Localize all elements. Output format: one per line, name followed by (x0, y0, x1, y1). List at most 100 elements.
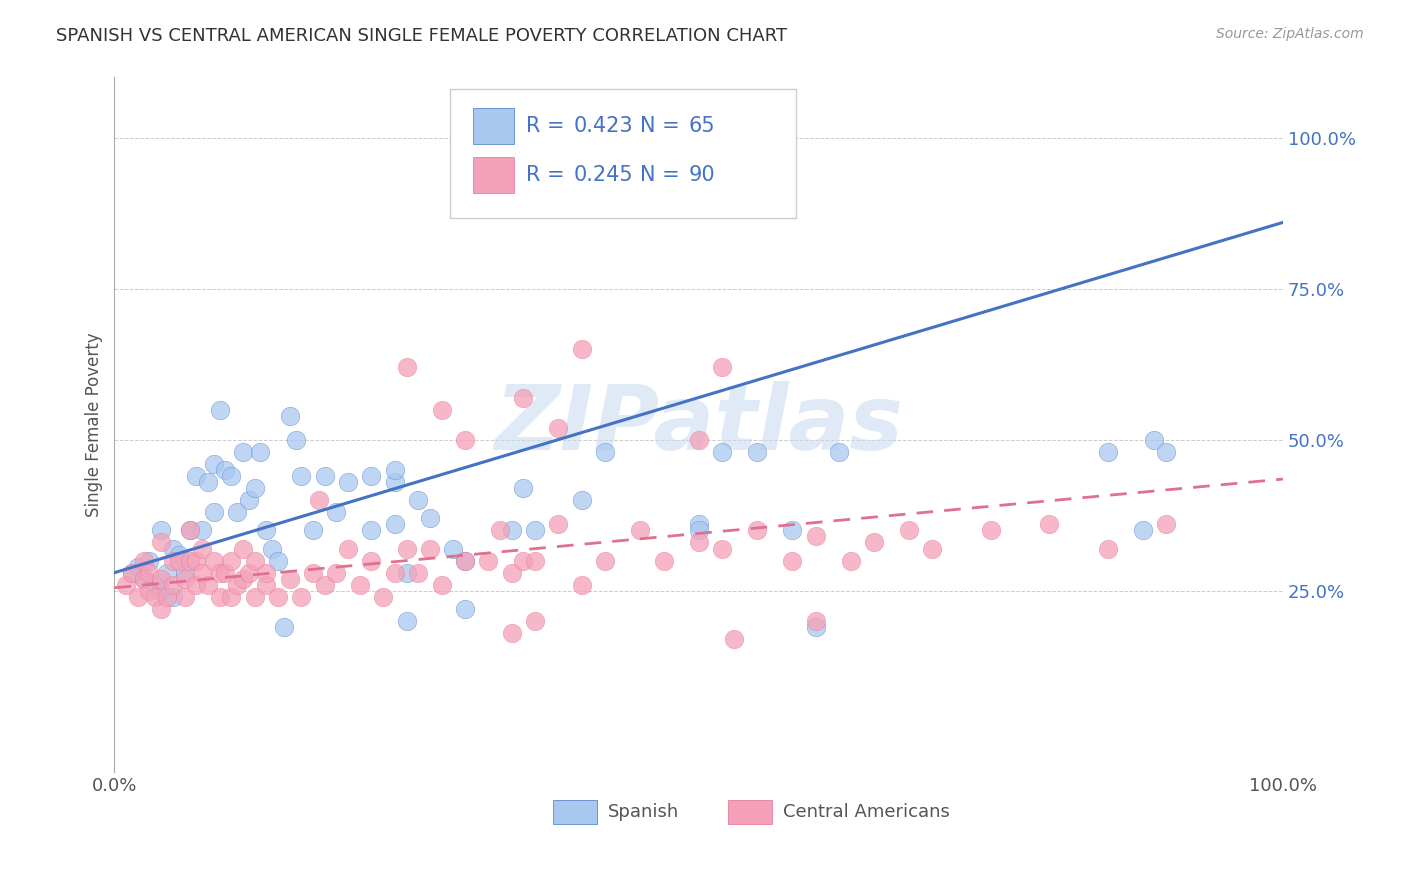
Point (1097, 445, 1119, 459)
Point (360, 469, 382, 483)
Point (1154, 517, 1177, 532)
Point (349, 578, 371, 592)
Point (688, 517, 710, 532)
Point (980, 524, 1002, 538)
Point (406, 566, 429, 580)
Text: Source: ZipAtlas.com: Source: ZipAtlas.com (1216, 27, 1364, 41)
Point (173, 590, 195, 604)
Point (314, 578, 336, 592)
Point (501, 566, 523, 580)
Point (232, 541, 254, 556)
Point (804, 529, 827, 543)
Point (238, 566, 260, 580)
Point (454, 553, 477, 567)
Point (547, 517, 569, 532)
Point (115, 578, 138, 592)
Point (132, 572, 155, 586)
Point (723, 632, 745, 646)
Point (167, 548, 190, 562)
Point (143, 590, 166, 604)
FancyBboxPatch shape (474, 108, 515, 145)
Point (501, 626, 523, 640)
Point (278, 409, 301, 423)
Point (1143, 433, 1166, 447)
Point (138, 566, 160, 580)
Point (571, 342, 593, 356)
Point (208, 590, 231, 604)
Point (804, 614, 827, 628)
Point (243, 553, 266, 567)
Point (214, 566, 236, 580)
Point (419, 541, 441, 556)
Point (238, 493, 260, 508)
Point (150, 602, 173, 616)
Point (167, 553, 190, 567)
Text: 0.245: 0.245 (574, 165, 633, 185)
Point (325, 566, 347, 580)
Point (150, 583, 173, 598)
Point (1038, 517, 1060, 532)
Point (121, 566, 143, 580)
Point (162, 578, 184, 592)
Point (214, 463, 236, 477)
Point (652, 553, 675, 567)
Point (254, 566, 277, 580)
Point (780, 524, 803, 538)
Point (150, 572, 173, 586)
Point (302, 524, 325, 538)
Point (780, 553, 803, 567)
Point (547, 421, 569, 435)
Point (202, 553, 225, 567)
Text: 65: 65 (688, 116, 714, 136)
Point (711, 360, 734, 375)
Point (308, 493, 330, 508)
Point (143, 578, 166, 592)
Point (395, 614, 418, 628)
Point (898, 524, 921, 538)
Point (804, 620, 827, 634)
Point (262, 541, 284, 556)
Point (745, 524, 768, 538)
Point (254, 578, 277, 592)
FancyBboxPatch shape (728, 800, 772, 824)
Point (384, 517, 406, 532)
FancyBboxPatch shape (553, 800, 598, 824)
Point (138, 553, 160, 567)
Point (745, 445, 768, 459)
Point (489, 524, 512, 538)
Point (337, 475, 360, 489)
Text: R =: R = (526, 116, 571, 136)
Point (1097, 541, 1119, 556)
Text: Central Americans: Central Americans (783, 803, 949, 821)
Point (162, 590, 184, 604)
Point (325, 505, 347, 519)
Point (711, 445, 734, 459)
Point (454, 553, 477, 567)
Point (337, 541, 360, 556)
Point (132, 553, 155, 567)
Point (441, 541, 464, 556)
Point (243, 590, 266, 604)
Point (186, 469, 208, 483)
Point (524, 553, 547, 567)
Point (284, 433, 307, 447)
Text: SPANISH VS CENTRAL AMERICAN SINGLE FEMALE POVERTY CORRELATION CHART: SPANISH VS CENTRAL AMERICAN SINGLE FEMAL… (56, 27, 787, 45)
Text: 0.423: 0.423 (574, 116, 633, 136)
Point (243, 481, 266, 495)
Text: N =: N = (640, 165, 686, 185)
Point (219, 469, 242, 483)
Point (406, 493, 429, 508)
Point (688, 535, 710, 549)
Point (202, 457, 225, 471)
Point (132, 572, 155, 586)
Point (273, 620, 295, 634)
Point (197, 475, 219, 489)
Point (249, 445, 271, 459)
Point (179, 524, 201, 538)
Point (232, 445, 254, 459)
Point (1132, 524, 1154, 538)
Text: ZIPatlas: ZIPatlas (494, 381, 903, 468)
Point (571, 493, 593, 508)
Y-axis label: Single Female Poverty: Single Female Poverty (86, 333, 103, 517)
Point (524, 524, 547, 538)
